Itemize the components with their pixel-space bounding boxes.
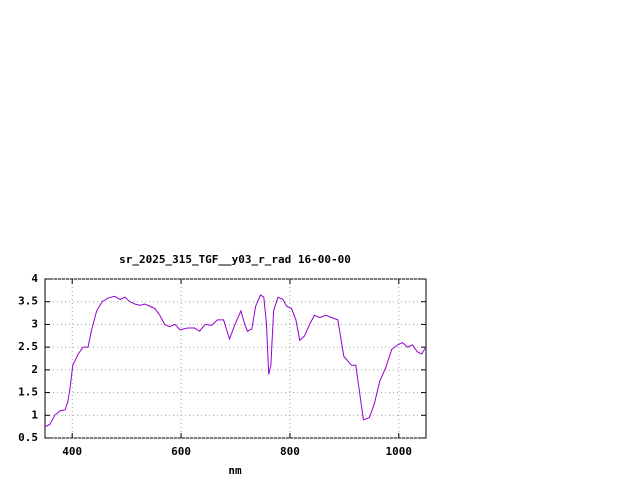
x-tick-label: 400 (62, 445, 82, 458)
x-tick-label: 800 (280, 445, 300, 458)
y-tick-label: 1 (31, 408, 38, 421)
x-tick-label: 600 (171, 445, 191, 458)
y-tick-label: 2.5 (18, 340, 38, 353)
plot-frame (44, 278, 427, 439)
y-tick-label: 0.5 (18, 431, 38, 444)
y-tick-label: 4 (31, 272, 38, 285)
y-tick-label: 1.5 (18, 386, 38, 399)
chart-title: sr_2025_315_TGF__y03_r_rad 16-00-00 (119, 253, 351, 266)
x-axis-label: nm (228, 464, 242, 477)
y-tick-label: 3 (31, 317, 38, 330)
y-tick-label: 3.5 (18, 295, 38, 308)
x-tick-label: 1000 (386, 445, 413, 458)
y-tick-label: 2 (31, 363, 38, 376)
data-line (44, 294, 427, 428)
